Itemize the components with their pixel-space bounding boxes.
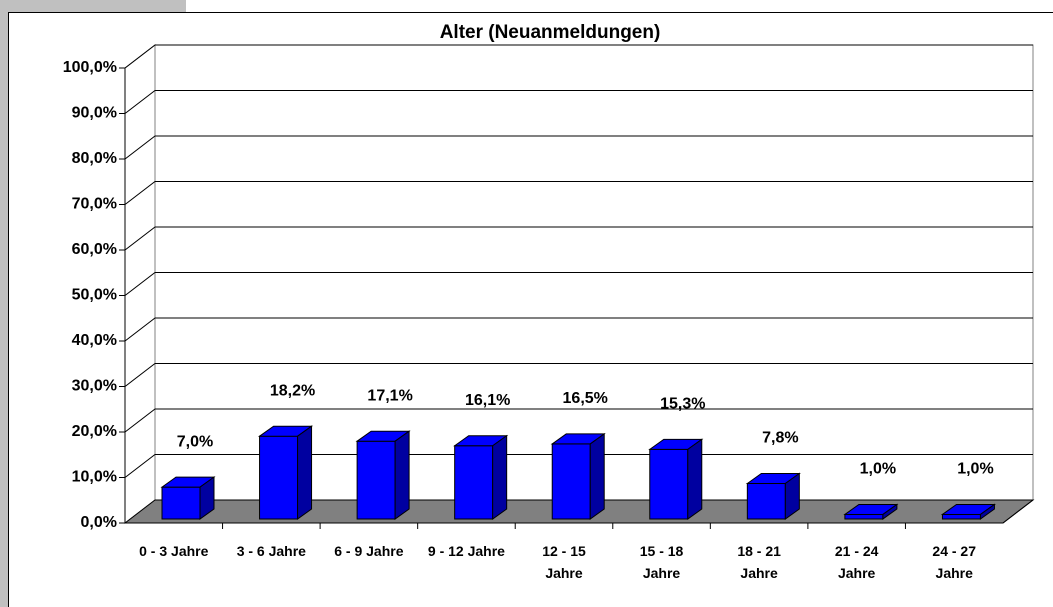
bar-side [687,438,703,520]
sheet-corner [0,0,186,12]
bar-front [746,483,786,520]
bar-side [882,503,898,520]
x-tick-label: 21 - 24 Jahre [834,543,879,581]
x-tick-label: 12 - 15 Jahre [542,543,586,581]
bar [843,503,899,520]
bar-side [297,425,313,520]
value-label: 1,0% [957,461,993,478]
bar [550,432,606,520]
y-tick-label: 100,0% [63,59,117,76]
y-tick-label: 30,0% [72,378,117,395]
value-label: 1,0% [860,461,896,478]
value-label: 18,2% [270,382,315,399]
grid-line [124,317,1033,342]
bar-front [649,448,689,520]
grid-line [124,272,1033,296]
bar-front [259,435,299,520]
bar [453,434,509,520]
bar-front [941,513,981,520]
bar-side [589,432,605,520]
bar-front [454,445,494,520]
grid-line [124,408,1033,433]
bar [257,425,314,520]
y-tick-label: 60,0% [72,241,117,258]
value-label: 17,1% [367,387,412,404]
value-label: 7,0% [177,433,213,450]
grid-line [124,454,1033,478]
x-axis-end [1002,499,1034,524]
value-label: 15,3% [660,396,705,413]
grid-line [124,181,1033,205]
y-tick-label: 20,0% [72,423,117,440]
bar [745,472,801,520]
x-tick-label: 18 - 21 Jahre [737,543,781,581]
bar [160,476,216,520]
x-tick-label: 24 - 27 Jahre [932,543,977,581]
x-tick-label: 9 - 12 Jahre [427,543,505,559]
grid-line [124,44,1033,69]
value-label: 16,1% [465,392,510,409]
bar-front [844,513,884,520]
grid-line [124,135,1033,160]
value-label: 7,8% [762,430,798,447]
bar-side [394,430,410,520]
y-tick-label: 10,0% [72,469,117,486]
value-label: 16,5% [563,390,608,407]
bar-side [492,434,508,520]
sheet-strip [0,0,8,607]
y-tick-label: 40,0% [72,332,117,349]
y-tick-label: 70,0% [72,196,117,213]
y-tick-label: 90,0% [72,105,117,122]
x-tick-label: 6 - 9 Jahre [334,543,404,559]
y-tick-label: 50,0% [72,287,117,304]
y-tick-label: 80,0% [72,150,117,167]
bar-side [199,476,215,520]
chart-title: Alter (Neuanmeldungen) [440,22,661,43]
bar [648,438,704,520]
bar-front [161,486,201,520]
bar-side [979,503,995,520]
bar-front [356,440,396,520]
grid-line [124,363,1033,387]
x-tick-label: 15 - 18 Jahre [639,543,684,581]
bar [355,430,411,520]
y-tick-label: 0,0% [81,514,117,531]
bar-side [784,472,800,520]
grid-line [124,90,1033,114]
x-tick-label: 0 - 3 Jahre [139,543,209,559]
bar [940,503,997,520]
x-tick-label: 3 - 6 Jahre [236,543,306,559]
bar-front [551,443,591,520]
grid-line [124,226,1033,251]
